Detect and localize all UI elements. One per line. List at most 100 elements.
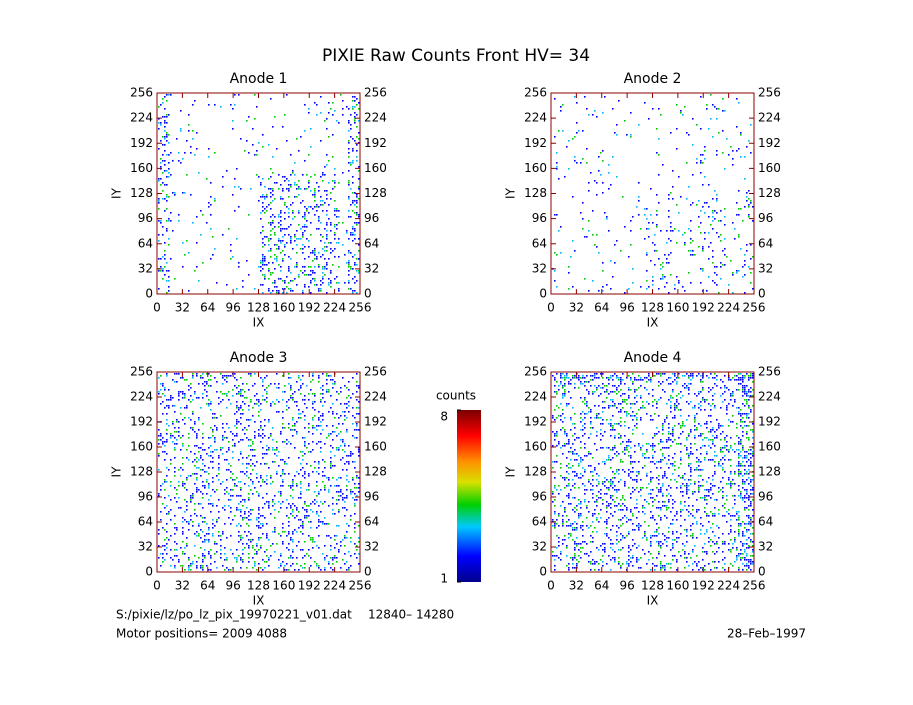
y-tick-label: 224 (524, 390, 547, 404)
x-tick-label: 128 (247, 301, 270, 315)
x-axis-label: IX (253, 594, 265, 608)
x-tick-label: 192 (692, 301, 715, 315)
y-tick-label: 160 (130, 440, 153, 454)
y-tick-label-right: 32 (364, 261, 379, 275)
pixel-texture (158, 373, 360, 571)
x-tick-label: 0 (153, 579, 161, 593)
y-tick-label: 128 (524, 465, 547, 479)
y-tick-label-right: 32 (758, 261, 773, 275)
pixel-texture (552, 373, 754, 571)
y-tick-label: 192 (524, 415, 547, 429)
y-tick-label-right: 32 (364, 540, 379, 554)
x-tick-label: 224 (717, 301, 740, 315)
y-tick-label: 96 (532, 211, 547, 225)
y-tick-label: 96 (138, 490, 153, 504)
pixel-texture (554, 94, 754, 294)
pixel-texture (158, 94, 360, 294)
y-tick-label: 0 (539, 287, 547, 301)
x-tick-label: 64 (594, 579, 609, 593)
plot-frame (156, 92, 361, 295)
y-tick-label: 128 (130, 186, 153, 200)
y-tick-label: 128 (524, 186, 547, 200)
x-tick-label: 96 (225, 301, 240, 315)
pixel-texture (158, 94, 360, 292)
y-tick-label: 32 (532, 540, 547, 554)
panel-title: Anode 3 (230, 350, 288, 366)
y-tick-label-right: 32 (758, 540, 773, 554)
y-tick-label-right: 0 (364, 287, 372, 301)
y-tick-label-right: 224 (364, 390, 387, 404)
y-tick-label-right: 128 (364, 186, 387, 200)
x-tick-label: 160 (666, 301, 689, 315)
y-axis-label: IY (504, 187, 518, 199)
x-tick-label: 64 (200, 301, 215, 315)
panel-title: Anode 4 (624, 350, 682, 366)
y-tick-label: 256 (524, 365, 547, 379)
y-tick-label: 64 (532, 236, 547, 250)
y-tick-label-right: 160 (364, 440, 387, 454)
x-tick-label: 128 (641, 579, 664, 593)
y-tick-label-right: 224 (758, 390, 781, 404)
y-tick-label-right: 192 (364, 136, 387, 150)
x-tick-label: 128 (247, 579, 270, 593)
x-tick-label: 64 (594, 301, 609, 315)
y-tick-label: 128 (130, 465, 153, 479)
y-tick-label-right: 256 (364, 86, 387, 100)
y-tick-label: 256 (130, 365, 153, 379)
y-tick-label-right: 224 (364, 111, 387, 125)
y-tick-label-right: 96 (758, 211, 773, 225)
colorbar (457, 410, 481, 582)
y-tick-label: 192 (130, 136, 153, 150)
pixel-texture (158, 373, 360, 571)
y-tick-label-right: 96 (364, 490, 379, 504)
pixel-texture (552, 96, 754, 294)
x-tick-label: 256 (349, 579, 372, 593)
y-tick-label-right: 0 (364, 565, 372, 579)
y-tick-label: 192 (524, 136, 547, 150)
y-tick-label-right: 64 (758, 515, 773, 529)
x-tick-label: 160 (272, 301, 295, 315)
pixel-texture (554, 96, 752, 292)
x-tick-label: 32 (175, 301, 190, 315)
x-axis-label: IX (253, 316, 265, 330)
y-tick-label-right: 192 (758, 415, 781, 429)
y-tick-label: 0 (539, 565, 547, 579)
x-tick-label: 192 (298, 301, 321, 315)
x-tick-label: 256 (349, 301, 372, 315)
footer-range: 12840– 14280 (368, 608, 454, 622)
y-tick-label: 256 (524, 86, 547, 100)
y-tick-label-right: 192 (758, 136, 781, 150)
x-tick-label: 96 (619, 579, 634, 593)
x-tick-label: 256 (743, 579, 766, 593)
y-tick-label: 64 (138, 515, 153, 529)
y-axis-label: IY (110, 187, 124, 199)
x-tick-label: 32 (175, 579, 190, 593)
x-tick-label: 0 (547, 301, 555, 315)
x-tick-label: 192 (692, 579, 715, 593)
y-tick-label-right: 64 (364, 515, 379, 529)
y-tick-label-right: 96 (758, 490, 773, 504)
x-axis-label: IX (647, 316, 659, 330)
x-tick-label: 128 (641, 301, 664, 315)
colorbar-tick-label: 1 (440, 572, 448, 586)
footer-date: 28–Feb–1997 (727, 627, 806, 641)
x-tick-label: 160 (272, 579, 295, 593)
y-tick-label: 224 (130, 111, 153, 125)
y-tick-label-right: 0 (758, 287, 766, 301)
y-tick-label: 0 (145, 287, 153, 301)
y-tick-label-right: 160 (758, 440, 781, 454)
y-axis-label: IY (504, 466, 518, 478)
y-tick-label: 160 (524, 161, 547, 175)
y-tick-label: 0 (145, 565, 153, 579)
y-tick-label: 32 (138, 540, 153, 554)
y-tick-label-right: 224 (758, 111, 781, 125)
y-tick-label-right: 0 (758, 565, 766, 579)
pixel-texture (158, 94, 360, 294)
y-tick-label-right: 160 (364, 161, 387, 175)
pixel-texture (552, 373, 754, 571)
y-tick-label: 224 (524, 111, 547, 125)
y-tick-label: 224 (130, 390, 153, 404)
y-tick-label: 160 (524, 440, 547, 454)
